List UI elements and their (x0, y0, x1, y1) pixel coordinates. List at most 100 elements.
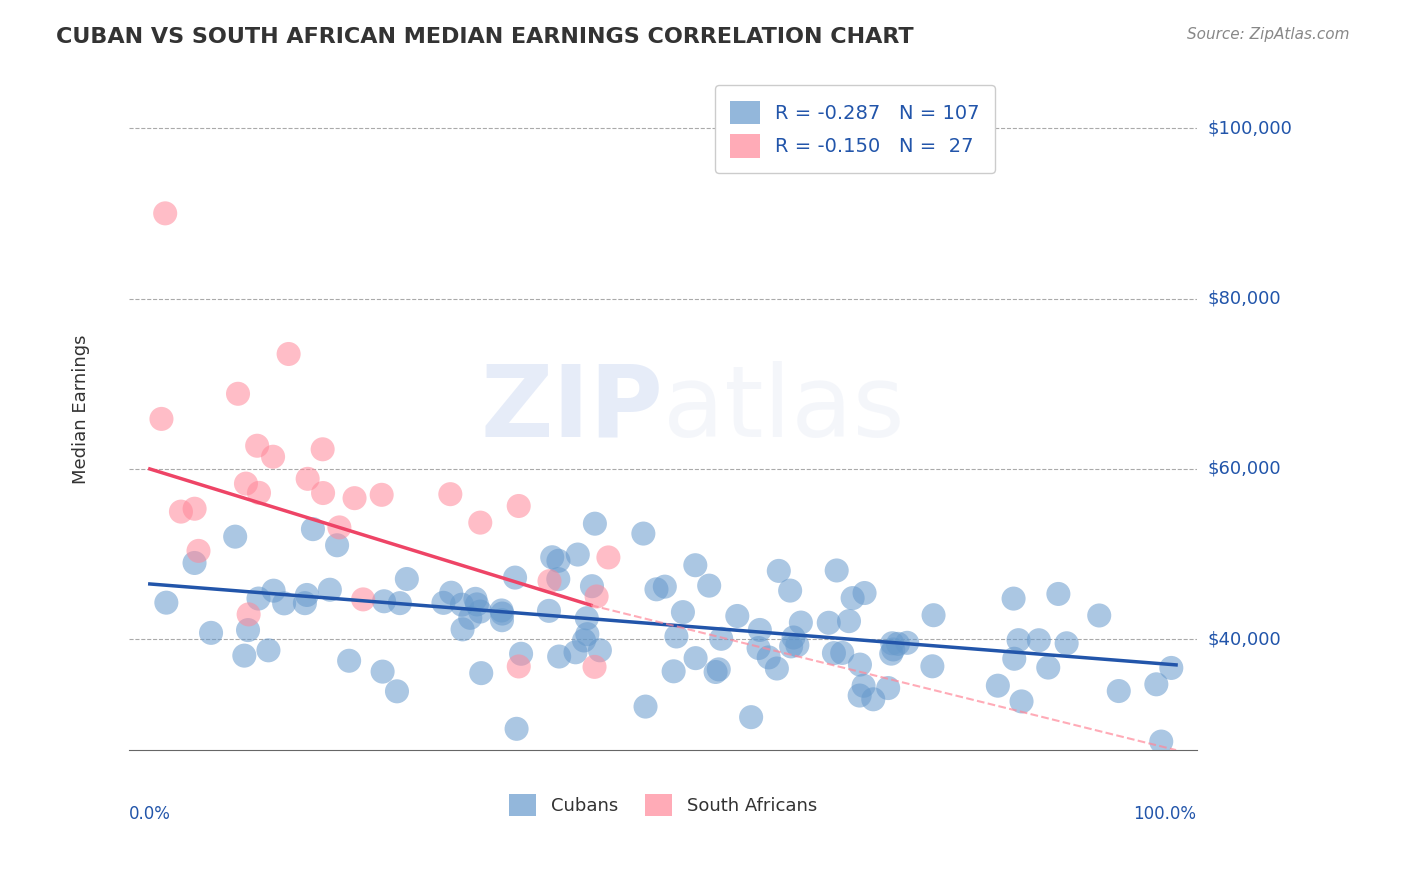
Point (583, 660, 606, 674)
Point (665, 630, 688, 644)
Point (1038, 660, 1060, 674)
Point (343, 491, 366, 505)
Point (877, 681, 900, 695)
Point (633, 526, 655, 541)
Point (464, 591, 486, 606)
Point (547, 572, 569, 586)
Point (882, 642, 904, 657)
Point (153, 206, 176, 220)
Point (704, 665, 727, 679)
Point (589, 643, 612, 657)
Point (273, 596, 295, 610)
Point (302, 522, 325, 536)
Point (645, 582, 668, 597)
Point (470, 666, 492, 681)
Point (849, 657, 872, 672)
Point (432, 596, 454, 610)
Text: atlas: atlas (664, 360, 904, 458)
Point (326, 538, 349, 552)
Point (295, 588, 318, 602)
Point (572, 633, 595, 648)
Point (491, 607, 513, 621)
Point (707, 662, 730, 676)
Point (439, 487, 461, 501)
Point (337, 654, 360, 668)
Point (823, 646, 845, 660)
Point (575, 611, 598, 625)
Point (585, 590, 607, 604)
Text: $100,000: $100,000 (1208, 120, 1292, 137)
Point (896, 636, 918, 650)
Point (263, 583, 285, 598)
Point (725, 609, 748, 624)
Point (537, 604, 560, 618)
Point (226, 386, 249, 401)
Point (817, 615, 839, 630)
Point (451, 623, 474, 637)
Point (224, 530, 246, 544)
Point (838, 614, 860, 628)
Point (1028, 633, 1050, 648)
Point (247, 486, 270, 500)
Point (395, 572, 418, 586)
Point (328, 520, 350, 534)
Point (567, 548, 589, 562)
Point (852, 679, 875, 693)
Point (740, 710, 762, 724)
Text: Source: ZipAtlas.com: Source: ZipAtlas.com (1187, 27, 1350, 42)
Point (150, 412, 173, 426)
Text: Median Earnings: Median Earnings (72, 334, 90, 484)
Point (183, 556, 205, 570)
Point (200, 625, 222, 640)
Point (685, 558, 707, 573)
Point (236, 623, 259, 637)
Point (297, 472, 319, 486)
Point (547, 554, 569, 568)
Point (921, 659, 943, 673)
Point (548, 649, 571, 664)
Point (1047, 587, 1070, 601)
Point (853, 586, 876, 600)
Point (370, 488, 392, 502)
Point (451, 598, 474, 612)
Point (922, 608, 945, 623)
Text: $60,000: $60,000 (1208, 460, 1281, 478)
Text: CUBAN VS SOUTH AFRICAN MEDIAN EARNINGS CORRELATION CHART: CUBAN VS SOUTH AFRICAN MEDIAN EARNINGS C… (56, 27, 914, 46)
Point (654, 580, 676, 594)
Point (748, 623, 770, 637)
Point (538, 574, 561, 589)
Point (385, 684, 408, 698)
Point (662, 665, 685, 679)
Point (782, 631, 804, 645)
Point (541, 550, 564, 565)
Point (685, 651, 707, 665)
Point (887, 637, 910, 651)
Point (786, 638, 808, 652)
Point (233, 648, 256, 663)
Point (311, 442, 333, 457)
Point (440, 586, 463, 600)
Point (170, 505, 193, 519)
Point (1150, 734, 1173, 748)
Point (246, 439, 269, 453)
Point (1056, 636, 1078, 650)
Point (672, 605, 695, 619)
Point (768, 564, 790, 578)
Text: 100.0%: 100.0% (1133, 805, 1197, 822)
Point (1011, 694, 1033, 708)
Point (257, 643, 280, 657)
Point (1088, 608, 1111, 623)
Point (848, 689, 870, 703)
Point (780, 640, 803, 654)
Point (373, 594, 395, 608)
Point (1007, 633, 1029, 648)
Point (247, 591, 270, 606)
Point (598, 550, 620, 565)
Point (491, 613, 513, 627)
Point (470, 516, 492, 530)
Point (458, 611, 481, 625)
Point (710, 632, 733, 646)
Point (882, 636, 904, 650)
Point (508, 499, 530, 513)
Point (1144, 677, 1167, 691)
